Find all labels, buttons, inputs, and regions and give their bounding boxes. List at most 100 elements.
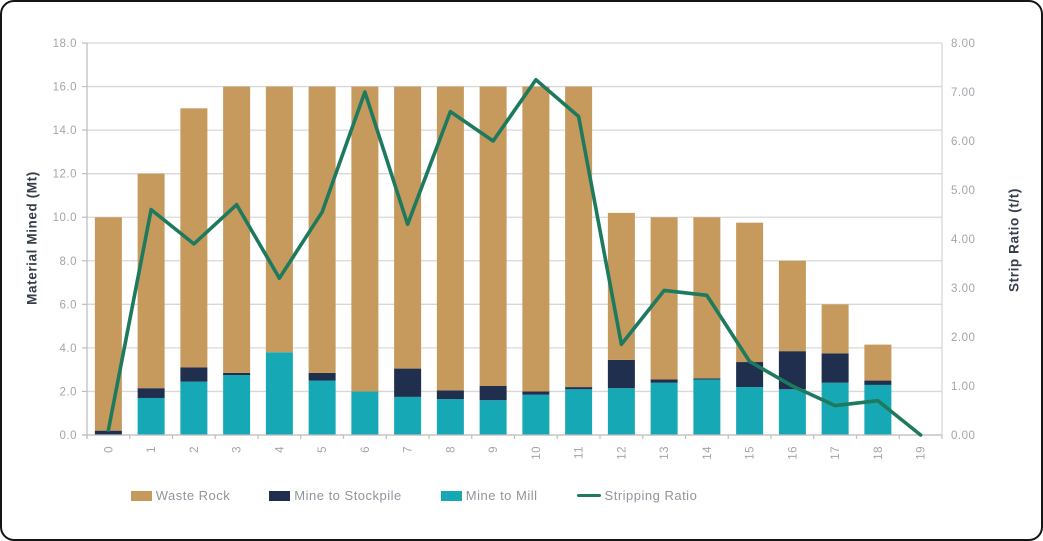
bar-segment-mine-to-mill-16	[778, 389, 806, 435]
x-axis-tick-label: 4	[274, 446, 286, 453]
bar-segment-mine-to-stockpile-14	[693, 378, 721, 380]
axes	[82, 42, 943, 439]
x-axis-tick-label: 12	[616, 446, 628, 460]
legend-item-stripping-ratio: Stripping Ratio	[576, 488, 698, 503]
x-axis-tick-label: 0	[103, 446, 115, 453]
x-axis-tick-label: 6	[360, 446, 372, 453]
bar-segment-mine-to-mill-6	[351, 391, 379, 435]
y-axis-tick-label: 12.0	[53, 169, 77, 181]
y2-axis-tick-label: 8.00	[951, 38, 975, 50]
tick-labels: 0.0 2.0 4.0 6.0 8.0 10.0 12.0 14.0 16.0 18.0 0.00 1…	[53, 38, 975, 460]
y-axis-tick-label: 10.0	[53, 212, 77, 224]
y-axis-tick-label: 2.0	[60, 386, 78, 398]
bar-segment-mine-to-mill-10	[522, 394, 550, 435]
bar-segment-mine-to-mill-9	[479, 400, 507, 435]
mine-to-mill-swatch-icon	[440, 490, 462, 501]
bar-segment-waste-rock-17	[821, 304, 849, 354]
bar-segment-mine-to-stockpile-12	[607, 359, 635, 389]
combo-chart-plot-area: 0.0 2.0 4.0 6.0 8.0 10.0 12.0 14.0 16.0 18.0 0.00 1…	[53, 38, 975, 460]
bar-segment-mine-to-mill-8	[436, 399, 464, 435]
x-axis-tick-label: 7	[403, 446, 415, 453]
bar-segment-mine-to-mill-1	[137, 397, 165, 435]
legend-item-waste-rock: Waste Rock	[130, 488, 231, 503]
legend-label-mine-to-stockpile: Mine to Stockpile	[294, 488, 402, 503]
y-axis-tick-label: 0.0	[60, 430, 78, 442]
bar-segment-mine-to-mill-13	[650, 382, 678, 435]
mine-to-stockpile-swatch-icon	[269, 490, 291, 501]
y2-axis-tick-label: 4.00	[951, 234, 975, 246]
y2-axis-tick-label: 3.00	[951, 283, 975, 295]
x-axis-tick-label: 14	[702, 446, 714, 460]
bar-segment-waste-rock-18	[864, 344, 892, 381]
bar-segment-waste-rock-7	[394, 86, 422, 369]
bar-segment-waste-rock-9	[479, 86, 507, 387]
x-axis-tick-label: 11	[574, 446, 586, 459]
stripping-ratio-line-swatch-icon	[576, 493, 601, 498]
bar-segment-mine-to-mill-17	[821, 382, 849, 435]
y-axis-tick-label: 14.0	[53, 125, 77, 137]
bar-segment-mine-to-stockpile-7	[394, 368, 422, 397]
bar-segment-waste-rock-5	[308, 86, 336, 373]
bar-segment-mine-to-stockpile-17	[821, 353, 849, 383]
y-axis-tick-label: 16.0	[53, 82, 77, 94]
bar-segment-mine-to-mill-15	[736, 387, 764, 435]
legend-label-stripping-ratio: Stripping Ratio	[604, 488, 698, 503]
x-axis-tick-label: 13	[659, 446, 671, 460]
bar-segment-mine-to-stockpile-8	[436, 390, 464, 400]
bar-segment-mine-to-stockpile-10	[522, 391, 550, 395]
bar-segment-mine-to-stockpile-13	[650, 379, 678, 383]
bar-segment-mine-to-mill-3	[223, 375, 251, 435]
bar-segment-waste-rock-15	[736, 222, 764, 363]
legend-label-waste-rock: Waste Rock	[155, 488, 231, 503]
legend-label-mine-to-mill: Mine to Mill	[465, 488, 538, 503]
y2-axis-tick-label: 7.00	[951, 87, 975, 99]
bar-segment-waste-rock-13	[650, 217, 678, 380]
bar-segment-mine-to-mill-7	[394, 396, 422, 435]
bar-segment-mine-to-stockpile-9	[479, 386, 507, 401]
bar-segment-mine-to-stockpile-11	[565, 387, 593, 390]
bar-segment-waste-rock-10	[522, 86, 550, 392]
y-axis-tick-label: 4.0	[60, 343, 78, 355]
x-axis-tick-label: 8	[445, 446, 457, 453]
bar-segment-waste-rock-4	[265, 86, 293, 353]
bar-segment-waste-rock-11	[565, 86, 593, 388]
bar-segment-mine-to-mill-11	[565, 389, 593, 435]
bar-segment-waste-rock-3	[223, 86, 251, 373]
y-axis-tick-label: 8.0	[60, 256, 78, 268]
y2-axis-tick-label: 5.00	[951, 185, 975, 197]
bar-segment-mine-to-mill-2	[180, 381, 208, 435]
stacked-bars	[94, 86, 892, 435]
bar-segment-mine-to-mill-12	[607, 388, 635, 435]
y2-axis-tick-label: 6.00	[951, 136, 975, 148]
bar-segment-mine-to-mill-14	[693, 379, 721, 435]
x-axis-tick-label: 1	[146, 446, 158, 453]
x-axis-tick-label: 16	[787, 446, 799, 460]
y2-axis-tick-label: 1.00	[951, 381, 975, 393]
y-axis-tick-label: 6.0	[60, 299, 78, 311]
x-axis-tick-label: 9	[488, 446, 500, 453]
x-axis-tick-label: 5	[317, 446, 329, 453]
legend-item-mine-to-mill: Mine to Mill	[440, 488, 538, 503]
bar-segment-mine-to-stockpile-3	[223, 372, 251, 376]
bar-segment-mine-to-stockpile-1	[137, 388, 165, 398]
y-axis-tick-label: 18.0	[53, 38, 77, 50]
bar-segment-mine-to-mill-5	[308, 380, 336, 435]
x-axis-tick-label: 3	[232, 446, 244, 453]
bar-segment-waste-rock-6	[351, 86, 379, 392]
x-axis-tick-label: 17	[830, 446, 842, 460]
x-axis-tick-label: 15	[745, 446, 757, 460]
gridlines	[87, 42, 942, 436]
bar-segment-mine-to-stockpile-2	[180, 367, 208, 382]
x-axis-tick-label: 19	[916, 446, 928, 460]
y2-axis-tick-label: 2.00	[951, 332, 975, 344]
waste-rock-swatch-icon	[130, 490, 152, 501]
stripping-ratio-line	[106, 77, 923, 437]
bar-segment-waste-rock-0	[94, 217, 122, 431]
legend-item-mine-to-stockpile: Mine to Stockpile	[269, 488, 402, 503]
chart-legend: Waste Rock Mine to Stockpile Mine to Mil…	[2, 488, 1041, 503]
bar-segment-waste-rock-16	[778, 260, 806, 352]
bar-segment-mine-to-stockpile-5	[308, 372, 336, 381]
bar-segment-waste-rock-1	[137, 173, 165, 389]
bar-segment-mine-to-stockpile-18	[864, 380, 892, 385]
